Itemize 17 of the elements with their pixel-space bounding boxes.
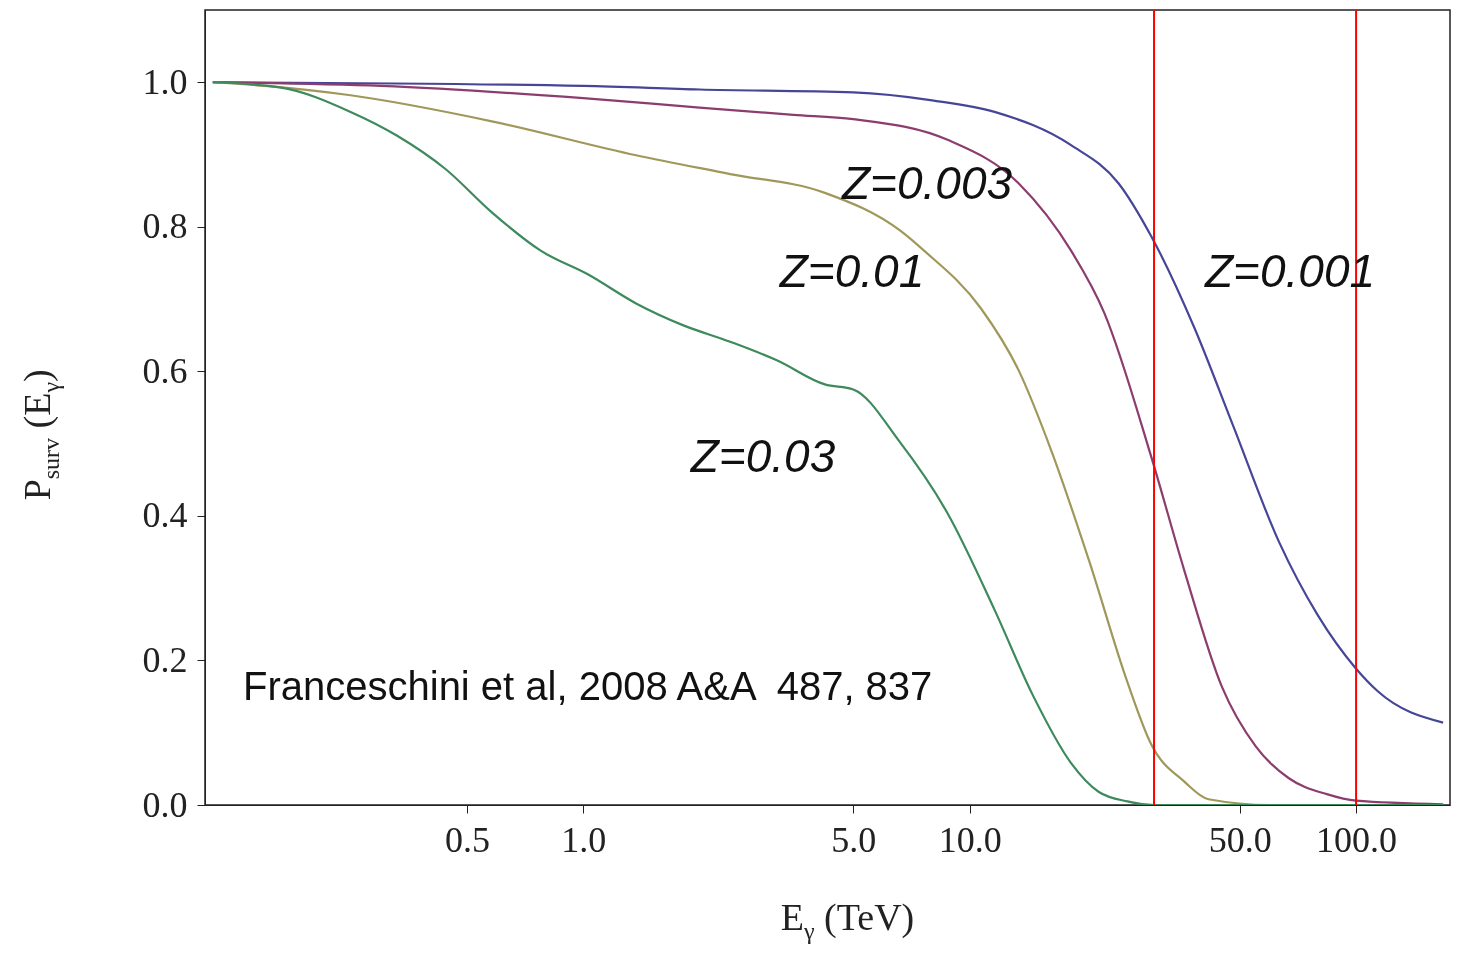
x-tick-label: 50.0 xyxy=(1208,819,1272,860)
x-tick-label: 10.0 xyxy=(938,819,1002,860)
y-tick-label: 0.6 xyxy=(142,350,188,391)
x-tick-label: 0.5 xyxy=(444,819,490,860)
y-tick-label: 1.0 xyxy=(142,61,188,102)
annotation: Z=0.003 xyxy=(840,157,1013,209)
y-tick-label: 0.2 xyxy=(142,639,188,680)
x-axis-title: E$_{γ}$ (TeV) xyxy=(779,895,916,945)
x-tick-label: 5.0 xyxy=(831,819,877,860)
y-tick-label: 0.4 xyxy=(142,495,188,536)
x-tick-label: 100.0 xyxy=(1316,819,1398,860)
y-tick-label: 0.8 xyxy=(142,206,188,247)
annotation: Z=0.01 xyxy=(778,245,925,297)
y-tick-label: 0.0 xyxy=(142,784,188,825)
x-tick-label: 1.0 xyxy=(561,819,607,860)
annotation: Franceschini et al, 2008 A&A 487, 837 xyxy=(243,664,933,708)
annotation: Z=0.03 xyxy=(689,430,836,482)
